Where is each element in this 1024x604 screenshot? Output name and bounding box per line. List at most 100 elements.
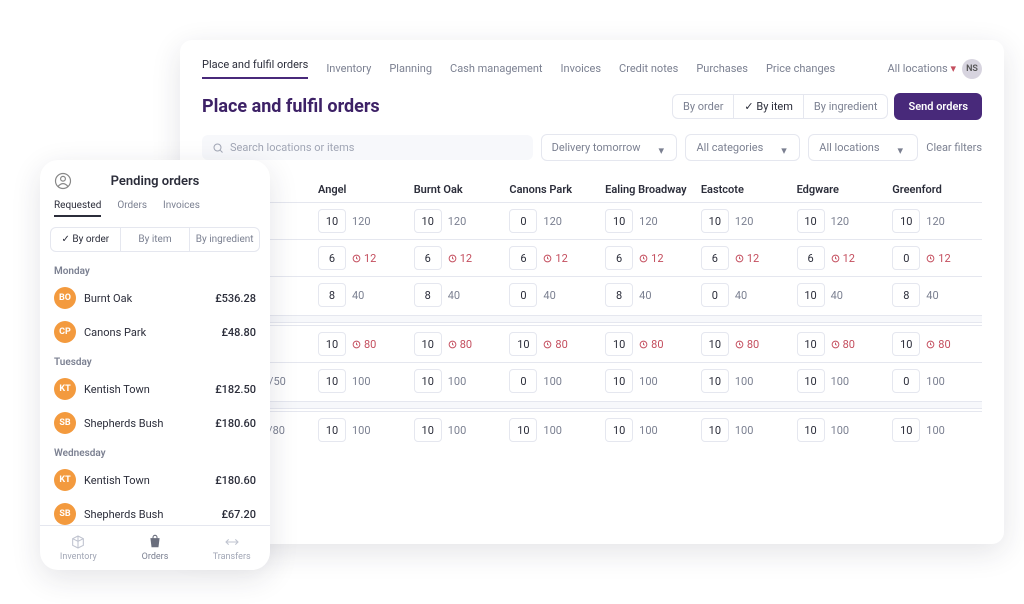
qty-cell[interactable]: 10100: [605, 369, 695, 393]
qty-cell[interactable]: 10100: [892, 418, 982, 442]
bottom-nav-item[interactable]: Transfers: [193, 526, 270, 570]
bottom-nav-item[interactable]: Inventory: [40, 526, 117, 570]
qty-cell[interactable]: 10 80: [318, 332, 408, 356]
location-badge: CP: [54, 321, 76, 343]
qty-cell[interactable]: 840: [414, 283, 504, 307]
page-title: Place and fulfil orders: [202, 96, 380, 117]
column-header: Greenford: [892, 183, 982, 196]
mobile-bottom-nav[interactable]: InventoryOrdersTransfers: [40, 525, 270, 570]
send-orders-button[interactable]: Send orders: [894, 93, 982, 120]
mobile-tab[interactable]: Requested: [54, 200, 101, 217]
nav-item[interactable]: Price changes: [766, 62, 835, 75]
qty-cell[interactable]: 840: [892, 283, 982, 307]
qty-cell[interactable]: 040: [509, 283, 599, 307]
grid-row: sachets 1000/801010010100101001010010100…: [202, 411, 982, 448]
mobile-seg-option[interactable]: By ingredient: [190, 228, 259, 251]
day-header: Monday: [54, 266, 256, 277]
location-badge: SB: [54, 503, 76, 525]
nav-item[interactable]: Place and fulfil orders: [202, 58, 308, 79]
mobile-segment[interactable]: ✓ By orderBy itemBy ingredient: [50, 227, 260, 252]
grid-row: salad 40/8010 8010 8010 8010 8010 8010 8…: [202, 325, 982, 362]
qty-cell[interactable]: 10100: [605, 418, 695, 442]
qty-cell[interactable]: 10100: [414, 418, 504, 442]
order-row[interactable]: KTKentish Town£182.50: [54, 372, 256, 406]
qty-cell[interactable]: 6 12: [605, 246, 695, 270]
filter-delivery[interactable]: Delivery tomorrow▾: [541, 134, 678, 161]
qty-cell[interactable]: 0 12: [892, 246, 982, 270]
qty-cell[interactable]: 10100: [701, 369, 791, 393]
order-row[interactable]: SBShepherds Bush£67.20: [54, 497, 256, 525]
nav-item[interactable]: Invoices: [561, 62, 602, 75]
location-badge: SB: [54, 412, 76, 434]
qty-cell[interactable]: 0100: [509, 369, 599, 393]
column-header: Eastcote: [701, 183, 791, 196]
qty-cell[interactable]: 6 12: [797, 246, 887, 270]
mobile-tab[interactable]: Invoices: [163, 200, 200, 217]
order-row[interactable]: BOBurnt Oak£536.28: [54, 281, 256, 315]
qty-cell[interactable]: 1040: [797, 283, 887, 307]
qty-cell[interactable]: 0120: [509, 209, 599, 233]
grid-row: e 40/408408400408400401040840: [202, 276, 982, 313]
qty-cell[interactable]: 10 80: [414, 332, 504, 356]
day-header: Tuesday: [54, 357, 256, 368]
clear-filters[interactable]: Clear filters: [926, 141, 982, 154]
qty-cell[interactable]: 6 12: [414, 246, 504, 270]
user-icon[interactable]: [54, 172, 72, 190]
order-row[interactable]: SBShepherds Bush£180.60: [54, 406, 256, 440]
seg-option[interactable]: By ingredient: [804, 95, 888, 118]
qty-cell[interactable]: 6 12: [701, 246, 791, 270]
location-selector[interactable]: All locations ▾: [887, 62, 956, 75]
order-row[interactable]: CPCanons Park£48.80: [54, 315, 256, 349]
mobile-seg-option[interactable]: By item: [121, 228, 191, 251]
qty-cell[interactable]: 10100: [797, 418, 887, 442]
nav-item[interactable]: Planning: [389, 62, 432, 75]
search-input[interactable]: Search locations or items: [202, 135, 533, 160]
qty-cell[interactable]: 10100: [318, 369, 408, 393]
qty-cell[interactable]: 040: [701, 283, 791, 307]
qty-cell[interactable]: 10120: [318, 209, 408, 233]
qty-cell[interactable]: 10100: [701, 418, 791, 442]
grid-row: shredded 100/501010010100010010100101001…: [202, 362, 982, 399]
qty-cell[interactable]: 10120: [797, 209, 887, 233]
avatar[interactable]: NS: [962, 59, 982, 79]
qty-cell[interactable]: 10100: [509, 418, 599, 442]
column-header: Burnt Oak: [414, 183, 504, 196]
qty-cell[interactable]: 10120: [892, 209, 982, 233]
qty-cell[interactable]: 6 12: [318, 246, 408, 270]
qty-cell[interactable]: 10 80: [892, 332, 982, 356]
mobile-tabs[interactable]: Requested Orders Invoices: [40, 196, 270, 217]
bottom-nav-item[interactable]: Orders: [117, 526, 194, 570]
nav-item[interactable]: Inventory: [326, 62, 371, 75]
nav-item[interactable]: Purchases: [696, 62, 748, 75]
qty-cell[interactable]: 840: [605, 283, 695, 307]
column-header: Angel: [318, 183, 408, 196]
qty-cell[interactable]: 840: [318, 283, 408, 307]
order-row[interactable]: KTKentish Town£180.60: [54, 463, 256, 497]
grid-row: nut 12/486 126 126 126 126 126 120 12: [202, 239, 982, 276]
seg-option[interactable]: By order: [673, 95, 734, 118]
view-segment[interactable]: By order✓ By itemBy ingredient: [672, 94, 889, 119]
qty-cell[interactable]: 10120: [414, 209, 504, 233]
qty-cell[interactable]: 10120: [701, 209, 791, 233]
filter-location[interactable]: All locations▾: [808, 134, 918, 161]
column-header: Ealing Broadway: [605, 183, 695, 196]
filter-category[interactable]: All categories▾: [685, 134, 800, 161]
qty-cell[interactable]: 10100: [318, 418, 408, 442]
nav-item[interactable]: Cash management: [450, 62, 542, 75]
qty-cell[interactable]: 0100: [892, 369, 982, 393]
mobile-seg-option[interactable]: ✓ By order: [51, 228, 121, 251]
qty-cell[interactable]: 10 80: [797, 332, 887, 356]
qty-cell[interactable]: 10 80: [701, 332, 791, 356]
nav-item[interactable]: Credit notes: [619, 62, 678, 75]
day-header: Wednesday: [54, 448, 256, 459]
qty-cell[interactable]: 6 12: [509, 246, 599, 270]
qty-cell[interactable]: 10 80: [605, 332, 695, 356]
mobile-tab[interactable]: Orders: [117, 200, 147, 217]
grid-header: (have / need)AngelBurnt OakCanons ParkEa…: [202, 177, 982, 202]
qty-cell[interactable]: 10120: [605, 209, 695, 233]
mobile-title: Pending orders: [72, 174, 238, 189]
qty-cell[interactable]: 10100: [797, 369, 887, 393]
seg-option[interactable]: ✓ By item: [734, 95, 804, 118]
qty-cell[interactable]: 10 80: [509, 332, 599, 356]
qty-cell[interactable]: 10100: [414, 369, 504, 393]
